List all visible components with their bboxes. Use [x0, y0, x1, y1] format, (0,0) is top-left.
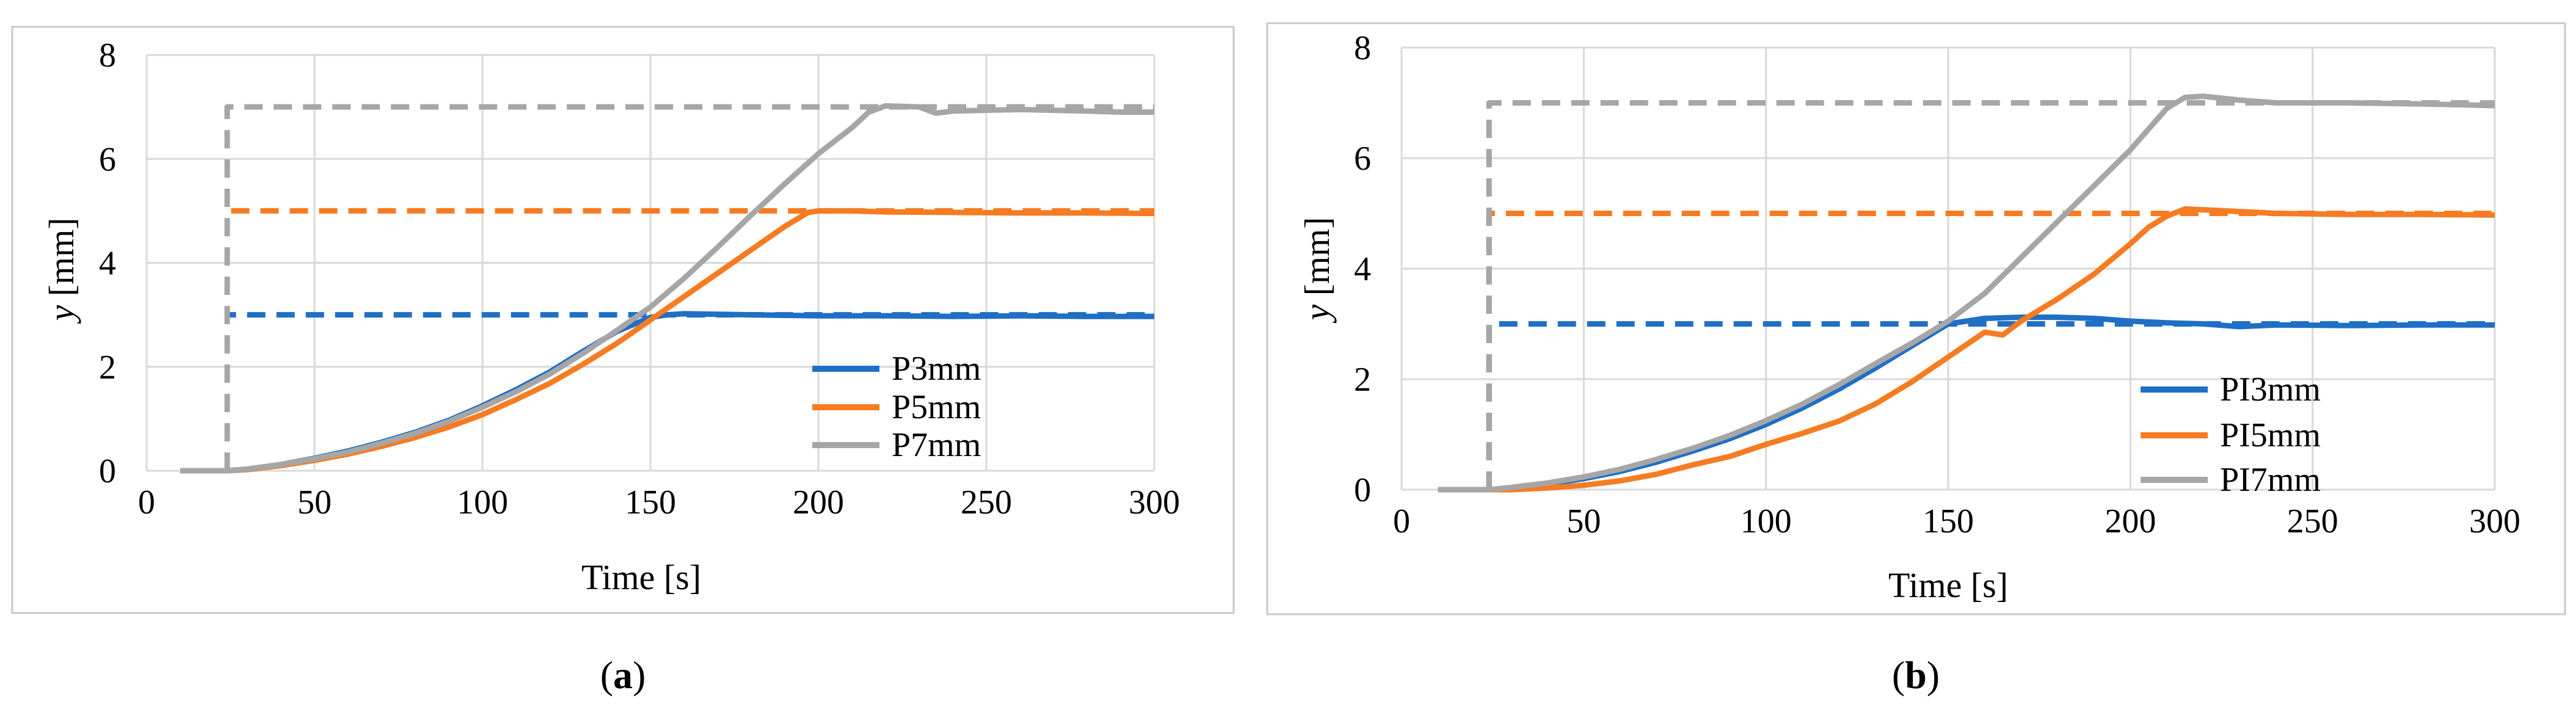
- chart-b-gridlines: [1400, 46, 2496, 491]
- chart-b-frame: [1266, 22, 2566, 615]
- chart-a-y-tick-4: 8: [99, 37, 116, 74]
- chart-a-x-tick-2: 100: [457, 484, 508, 521]
- chart-b-y-tick-4: 8: [1354, 29, 1371, 67]
- chart-a-x-axis-title: Time [s]: [581, 557, 701, 597]
- chart-a-legend-label-0: P3mm: [892, 350, 981, 388]
- chart-a-y-tick-labels: 0 2 4 6 8: [99, 37, 116, 490]
- chart-b-y-tick-0: 0: [1354, 471, 1371, 509]
- chart-a-x-tick-6: 300: [1129, 484, 1180, 521]
- chart-b-legend-label-1: PI5mm: [2220, 416, 2321, 454]
- chart-a-y-axis-symbol: y: [42, 305, 81, 324]
- caption-a: (a): [600, 653, 646, 697]
- chart-b-legend: PI3mm PI5mm PI7mm: [2141, 371, 2321, 499]
- chart-a-y-tick-0: 0: [99, 452, 116, 490]
- chart-b-y-tick-2: 4: [1354, 250, 1371, 288]
- chart-a-y-axis-unit: [mm]: [42, 217, 81, 305]
- chart-a-legend-label-1: P5mm: [892, 388, 981, 426]
- chart-a-x-tick-5: 250: [961, 484, 1012, 521]
- chart-b: 0 50 100 150 200 250 300 0 2 4 6 8 Time [s] y [mm]…: [1266, 22, 2566, 615]
- caption-a-letter: a: [613, 653, 633, 697]
- chart-b-x-tick-6: 300: [2469, 502, 2520, 540]
- chart-b-y-tick-3: 6: [1354, 140, 1371, 178]
- chart-a-x-tick-0: 0: [138, 484, 155, 521]
- caption-b-letter: b: [1905, 653, 1927, 697]
- chart-b-x-tick-0: 0: [1393, 502, 1410, 540]
- chart-a-legend: P3mm P5mm P7mm: [812, 350, 981, 464]
- chart-b-x-axis-title: Time [s]: [1888, 565, 2008, 605]
- chart-b-x-tick-2: 100: [1741, 502, 1792, 540]
- chart-b-y-axis-title: y [mm]: [1297, 217, 1337, 323]
- chart-b-legend-label-0: PI3mm: [2220, 371, 2321, 408]
- caption-b: (b): [1892, 653, 1940, 697]
- chart-a-y-tick-1: 2: [99, 349, 116, 386]
- chart-a-x-tick-labels: 0 50 100 150 200 250 300: [138, 484, 1180, 521]
- chart-b-x-tick-3: 150: [1923, 502, 1974, 540]
- chart-a-series-p7mm: [180, 103, 1154, 474]
- chart-b-series-ref-7mm: [1486, 100, 2495, 490]
- chart-a-legend-label-2: P7mm: [892, 426, 981, 464]
- chart-a-y-tick-2: 4: [99, 245, 116, 283]
- chart-b-series-lines: [1438, 93, 2495, 493]
- chart-b-x-tick-5: 250: [2287, 502, 2338, 540]
- chart-a-y-tick-3: 6: [99, 140, 116, 178]
- chart-b-legend-label-2: PI7mm: [2220, 461, 2321, 499]
- chart-b-x-tick-4: 200: [2105, 502, 2156, 540]
- chart-a-x-tick-4: 200: [793, 484, 844, 521]
- chart-b-series-pi5mm: [1438, 206, 2495, 493]
- chart-b-x-tick-labels: 0 50 100 150 200 250 300: [1393, 502, 2520, 540]
- chart-a-x-tick-1: 50: [297, 484, 332, 521]
- chart-a-x-tick-3: 150: [625, 484, 676, 521]
- chart-a: 0 50 100 150 200 250 300 0 2 4 6 8 Time [s] y [mm]…: [11, 26, 1235, 614]
- chart-b-y-tick-1: 2: [1354, 361, 1371, 399]
- chart-b-y-axis-symbol: y: [1297, 305, 1337, 324]
- chart-a-y-axis-title: y [mm]: [42, 217, 81, 324]
- chart-a-gridlines: [145, 54, 1155, 472]
- chart-b-x-tick-1: 50: [1566, 502, 1601, 540]
- chart-a-series-ref-7mm: [224, 104, 1154, 471]
- chart-a-frame: [11, 26, 1235, 614]
- chart-b-y-tick-labels: 0 2 4 6 8: [1354, 29, 1371, 509]
- chart-a-series-lines: [180, 103, 1155, 474]
- chart-b-series-pi7mm: [1438, 93, 2495, 493]
- chart-b-y-axis-unit: [mm]: [1297, 217, 1337, 304]
